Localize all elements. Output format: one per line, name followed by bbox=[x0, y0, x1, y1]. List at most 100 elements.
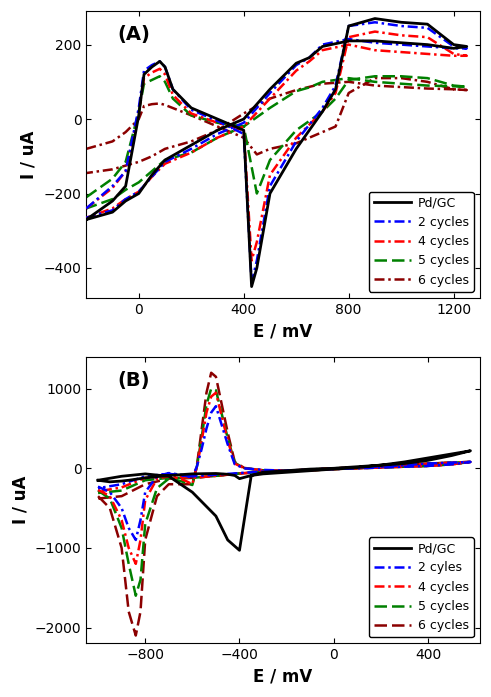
Pd/GC bbox=[331, 465, 337, 473]
6 cycles bbox=[188, 137, 194, 146]
2 cycles bbox=[346, 22, 352, 30]
Pd/GC bbox=[355, 464, 360, 472]
5 cycles bbox=[83, 204, 89, 213]
2 cycles bbox=[126, 524, 132, 533]
6 cycles bbox=[320, 128, 326, 137]
6 cycles bbox=[241, 134, 246, 142]
5 cycles bbox=[425, 459, 431, 468]
5 cycles bbox=[204, 400, 210, 408]
2 cycles bbox=[149, 61, 155, 69]
Pd/GC bbox=[346, 37, 352, 45]
5 cycles bbox=[467, 458, 473, 466]
4 cycles bbox=[142, 474, 148, 482]
4 cycles bbox=[119, 516, 125, 524]
6 cycles bbox=[451, 85, 457, 93]
Pd/GC bbox=[355, 463, 360, 471]
5 cycles bbox=[424, 82, 430, 90]
2 cycles bbox=[332, 82, 338, 90]
2 cycles bbox=[213, 470, 219, 479]
6 cycles bbox=[372, 82, 378, 90]
2 cycles bbox=[136, 187, 142, 196]
6 cycles bbox=[225, 428, 231, 436]
6 cycles bbox=[166, 480, 172, 489]
6 cycles bbox=[162, 145, 168, 153]
Pd/GC bbox=[332, 85, 338, 93]
6 cycles bbox=[213, 472, 219, 480]
5 cycles bbox=[320, 77, 326, 86]
Pd/GC bbox=[320, 107, 326, 116]
6 cycles bbox=[284, 466, 290, 475]
6 cycles bbox=[425, 461, 431, 470]
Pd/GC bbox=[241, 126, 246, 135]
5 cycles bbox=[346, 74, 352, 82]
2 cycles bbox=[424, 24, 430, 32]
5 cycles bbox=[267, 104, 273, 112]
5 cycles bbox=[215, 134, 220, 142]
2 cycles bbox=[284, 466, 290, 475]
4 cycles bbox=[293, 134, 299, 142]
5 cycles bbox=[284, 466, 290, 475]
5 cycles bbox=[142, 476, 148, 484]
5 cycles bbox=[225, 470, 231, 479]
6 cycles bbox=[215, 126, 220, 135]
2 cycles bbox=[378, 463, 384, 471]
Pd/GC bbox=[267, 190, 273, 198]
6 cycles bbox=[398, 74, 404, 82]
6 cycles bbox=[185, 480, 191, 489]
2 cycles bbox=[372, 18, 378, 26]
4 cycles bbox=[213, 388, 219, 397]
4 cycles bbox=[166, 472, 172, 480]
Pd/GC bbox=[162, 156, 168, 164]
4 cycles bbox=[248, 468, 254, 477]
6 cycles bbox=[237, 469, 243, 477]
4 cycles bbox=[194, 461, 200, 470]
2 cycles bbox=[154, 472, 160, 480]
6 cycles bbox=[215, 123, 220, 131]
Pd/GC bbox=[119, 472, 125, 480]
2 cycles bbox=[464, 44, 470, 52]
4 cycles bbox=[267, 171, 273, 179]
4 cycles bbox=[123, 195, 129, 204]
2 cycles bbox=[424, 43, 430, 51]
Pd/GC bbox=[293, 59, 299, 68]
Pd/GC bbox=[123, 197, 129, 205]
Pd/GC bbox=[213, 469, 219, 477]
Pd/GC bbox=[237, 546, 243, 555]
6 cycles bbox=[119, 544, 125, 552]
4 cycles bbox=[331, 464, 337, 473]
Line: 6 cycles: 6 cycles bbox=[86, 78, 467, 173]
5 cycles bbox=[378, 463, 384, 471]
Pd/GC bbox=[215, 115, 220, 123]
2 cycles bbox=[284, 466, 290, 475]
2 cycles bbox=[241, 118, 246, 127]
2 cycles bbox=[190, 474, 195, 482]
Pd/GC bbox=[284, 466, 290, 475]
6 cycles bbox=[425, 459, 431, 468]
5 cycles bbox=[451, 82, 457, 91]
6 cycles bbox=[141, 102, 147, 110]
2 cycles bbox=[83, 213, 89, 222]
Pd/GC bbox=[254, 263, 260, 272]
5 cycles bbox=[213, 386, 219, 395]
4 cycles bbox=[331, 465, 337, 473]
4 cycles bbox=[178, 475, 184, 483]
Pd/GC bbox=[123, 182, 129, 190]
5 cycles bbox=[185, 480, 191, 488]
5 cycles bbox=[241, 123, 246, 131]
5 cycles bbox=[126, 560, 132, 568]
2 cycles bbox=[425, 459, 431, 468]
Pd/GC bbox=[449, 450, 455, 458]
4 cycles bbox=[136, 187, 142, 196]
2 cycles bbox=[208, 408, 214, 417]
5 cycles bbox=[237, 469, 243, 477]
4 cycles bbox=[254, 238, 260, 246]
2 cycles bbox=[215, 130, 220, 138]
6 cycles bbox=[402, 463, 408, 471]
5 cycles bbox=[424, 74, 430, 82]
4 cycles bbox=[241, 464, 247, 473]
X-axis label: E / mV: E / mV bbox=[253, 668, 313, 686]
2 cycles bbox=[241, 130, 246, 138]
2 cycles bbox=[109, 182, 115, 190]
5 cycles bbox=[241, 464, 247, 473]
Pd/GC bbox=[307, 466, 313, 475]
